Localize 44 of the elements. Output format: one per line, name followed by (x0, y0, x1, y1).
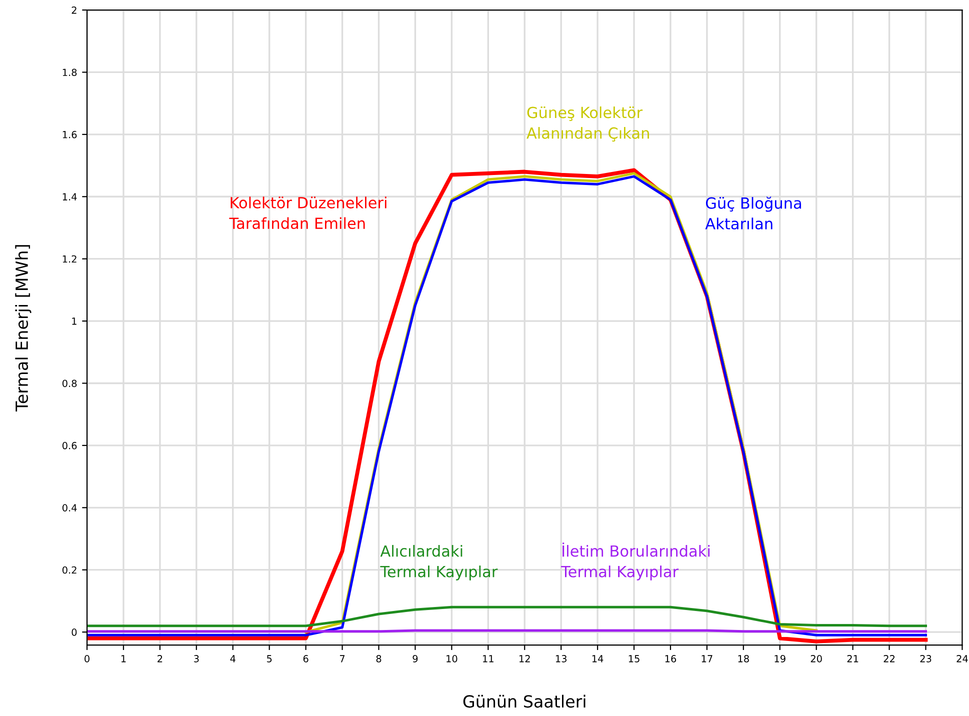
text: Güneş Kolektör Alanından Çıkan (526, 106, 649, 142)
x-tick-label: 20 (810, 655, 822, 662)
y-tick-label: 1.4 (62, 193, 77, 200)
x-tick-label: 13 (556, 655, 566, 662)
series-label: Güç Bloğuna Aktarılan (705, 196, 802, 230)
x-tick-label: 24 (956, 655, 968, 662)
x-tick-label: 8 (376, 655, 382, 662)
x-tick-label: 2 (158, 655, 162, 662)
y-tick-label: 1 (72, 318, 76, 325)
y-axis-title: Termal Enerji [MWh] (15, 245, 32, 412)
y-tick-label: 2 (72, 6, 76, 14)
series-label: Alıcılardaki Termal Kayıplar (380, 544, 498, 580)
y-tick-label: 0.8 (62, 380, 77, 388)
x-tick-label: 16 (665, 655, 676, 662)
x-tick-label: 18 (738, 655, 749, 662)
x-tick-label: 0 (84, 655, 90, 662)
y-tick-label: 0 (72, 628, 77, 636)
y-tick-label: 1.2 (62, 255, 76, 263)
x-tick-label: 19 (774, 655, 786, 662)
x-tick-label: 22 (884, 655, 894, 662)
x-axis-title: Günün Saatleri (463, 694, 586, 708)
x-tick-label: 9 (412, 655, 418, 662)
x-tick-label: 5 (267, 655, 272, 662)
y-tick-label: 0.6 (62, 442, 77, 450)
x-tick-label: 7 (340, 655, 345, 662)
x-tick-label: 15 (628, 655, 640, 662)
x-tick-label: 1 (121, 655, 126, 662)
x-tick-label: 11 (483, 655, 494, 662)
x-tick-label: 23 (920, 655, 932, 662)
x-tick-label: 3 (194, 655, 199, 662)
x-tick-label: 10 (446, 655, 458, 662)
y-tick-label: 0.2 (62, 566, 76, 574)
x-tick-label: 4 (230, 655, 236, 662)
x-tick-label: 14 (592, 655, 604, 662)
x-tick-label: 21 (847, 655, 858, 662)
x-tick-label: 12 (520, 655, 530, 662)
text: Kolektör Düzenekleri Tarafından Emilen (229, 196, 386, 230)
y-tick-label: 0.4 (62, 504, 77, 512)
y-tick-label: 1.8 (62, 68, 77, 76)
line-series (87, 606, 927, 628)
text: İletim Borularındaki Termal Kayıplar (561, 542, 710, 580)
x-tick-label: 6 (303, 655, 308, 662)
x-tick-label: 17 (702, 655, 712, 662)
y-tick-label: 1.6 (62, 130, 77, 138)
